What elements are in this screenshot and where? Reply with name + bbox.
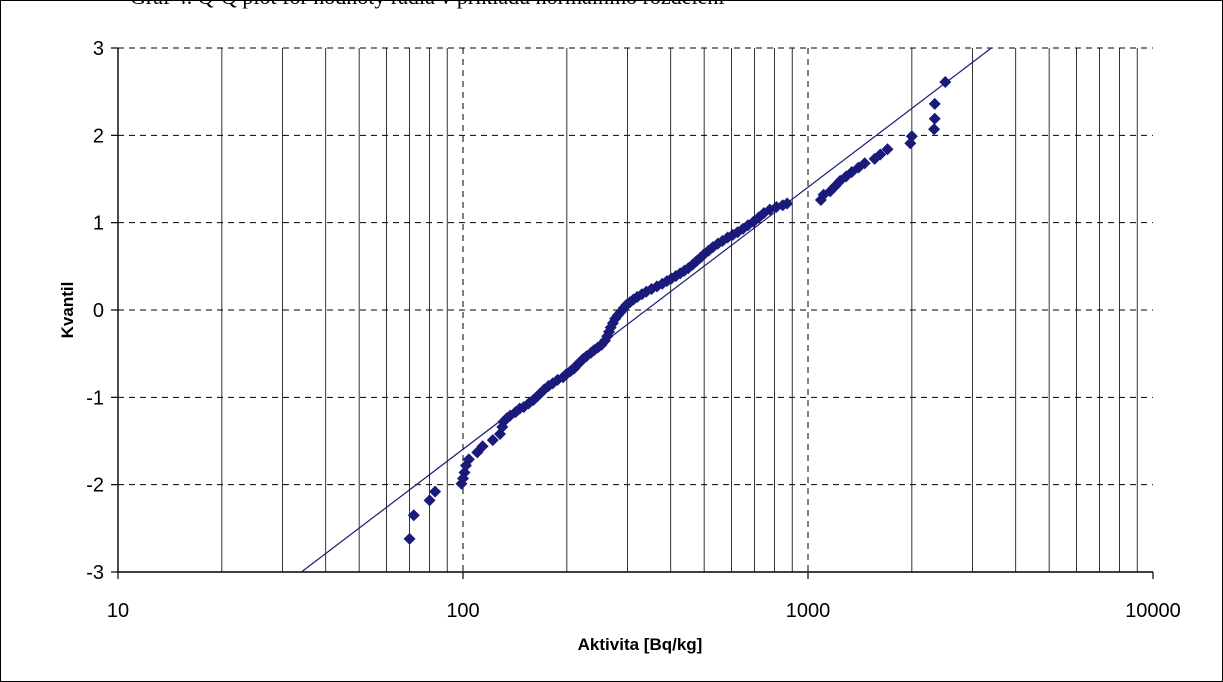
- y-tick-label: -1: [86, 387, 104, 409]
- data-point: [881, 143, 894, 156]
- tick-labels: 10 100 1000 10000 -3 -2 -1 0 1 2 3: [86, 38, 1181, 622]
- fit-line-group: [300, 48, 992, 572]
- grid: [118, 47, 1153, 572]
- points-group: [403, 76, 952, 545]
- fit-line: [300, 48, 992, 572]
- data-point: [928, 97, 941, 110]
- data-point: [486, 434, 499, 447]
- data-point: [690, 255, 703, 268]
- data-point: [407, 509, 420, 522]
- data-point: [476, 440, 489, 453]
- data-point: [403, 532, 416, 545]
- data-point: [928, 123, 941, 136]
- x-tick-label: 10: [107, 600, 129, 622]
- y-tick-label: 2: [93, 125, 104, 147]
- y-axis-title: Kvantil: [58, 282, 77, 339]
- data-point: [928, 112, 941, 125]
- x-tick-label: 1000: [786, 600, 831, 622]
- data-point: [874, 148, 887, 161]
- axes: [111, 47, 1154, 579]
- x-tick-label: 10000: [1125, 600, 1181, 622]
- y-tick-label: -3: [86, 562, 104, 584]
- data-point: [462, 453, 475, 466]
- header-text: Graf 4. Q-Q plot for hodnoty radia v pří…: [130, 0, 724, 10]
- data-point: [939, 76, 952, 89]
- data-point: [423, 494, 436, 507]
- x-tick-label: 100: [446, 600, 479, 622]
- data-point: [858, 157, 871, 170]
- data-point: [905, 130, 918, 143]
- x-axis-title: Aktivita [Bq/kg]: [578, 635, 703, 654]
- y-tick-label: -2: [86, 475, 104, 497]
- data-point: [781, 197, 794, 210]
- data-point: [429, 485, 442, 498]
- y-tick-label: 1: [93, 213, 104, 235]
- y-tick-label: 3: [93, 38, 104, 60]
- y-tick-label: 0: [93, 300, 104, 322]
